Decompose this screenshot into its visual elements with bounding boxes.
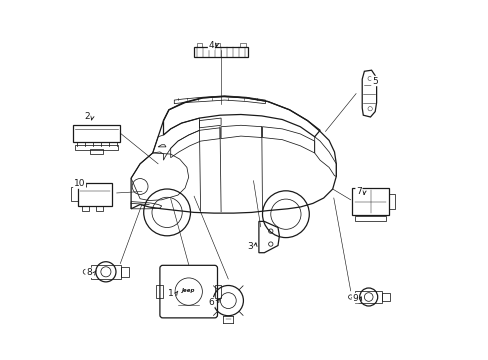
Text: 3: 3 [246,242,252,251]
Bar [382,293,389,301]
Bar [121,267,129,277]
Text: 7: 7 [355,187,361,196]
Text: 2: 2 [84,112,89,121]
Text: 4: 4 [208,40,214,49]
Text: 9: 9 [352,294,358,302]
Bar [355,216,385,221]
Bar [156,285,163,298]
Bar [196,43,202,47]
Bar [78,183,112,206]
Bar [70,188,78,201]
Text: 8: 8 [86,269,92,277]
Bar [388,194,394,209]
Bar [214,285,221,298]
Bar [90,149,103,154]
Text: 6: 6 [208,298,214,307]
Bar [214,43,220,47]
Text: Jeep: Jeep [182,288,195,293]
Bar [73,125,120,142]
Text: 1: 1 [167,289,173,298]
Bar [239,43,245,47]
Bar [354,291,382,303]
Bar [351,188,388,215]
Text: 10: 10 [74,179,85,188]
Bar [194,47,247,57]
Bar [75,145,118,150]
Bar [96,206,103,211]
Bar [91,265,121,279]
Bar [82,206,89,211]
Text: 5: 5 [371,77,377,85]
